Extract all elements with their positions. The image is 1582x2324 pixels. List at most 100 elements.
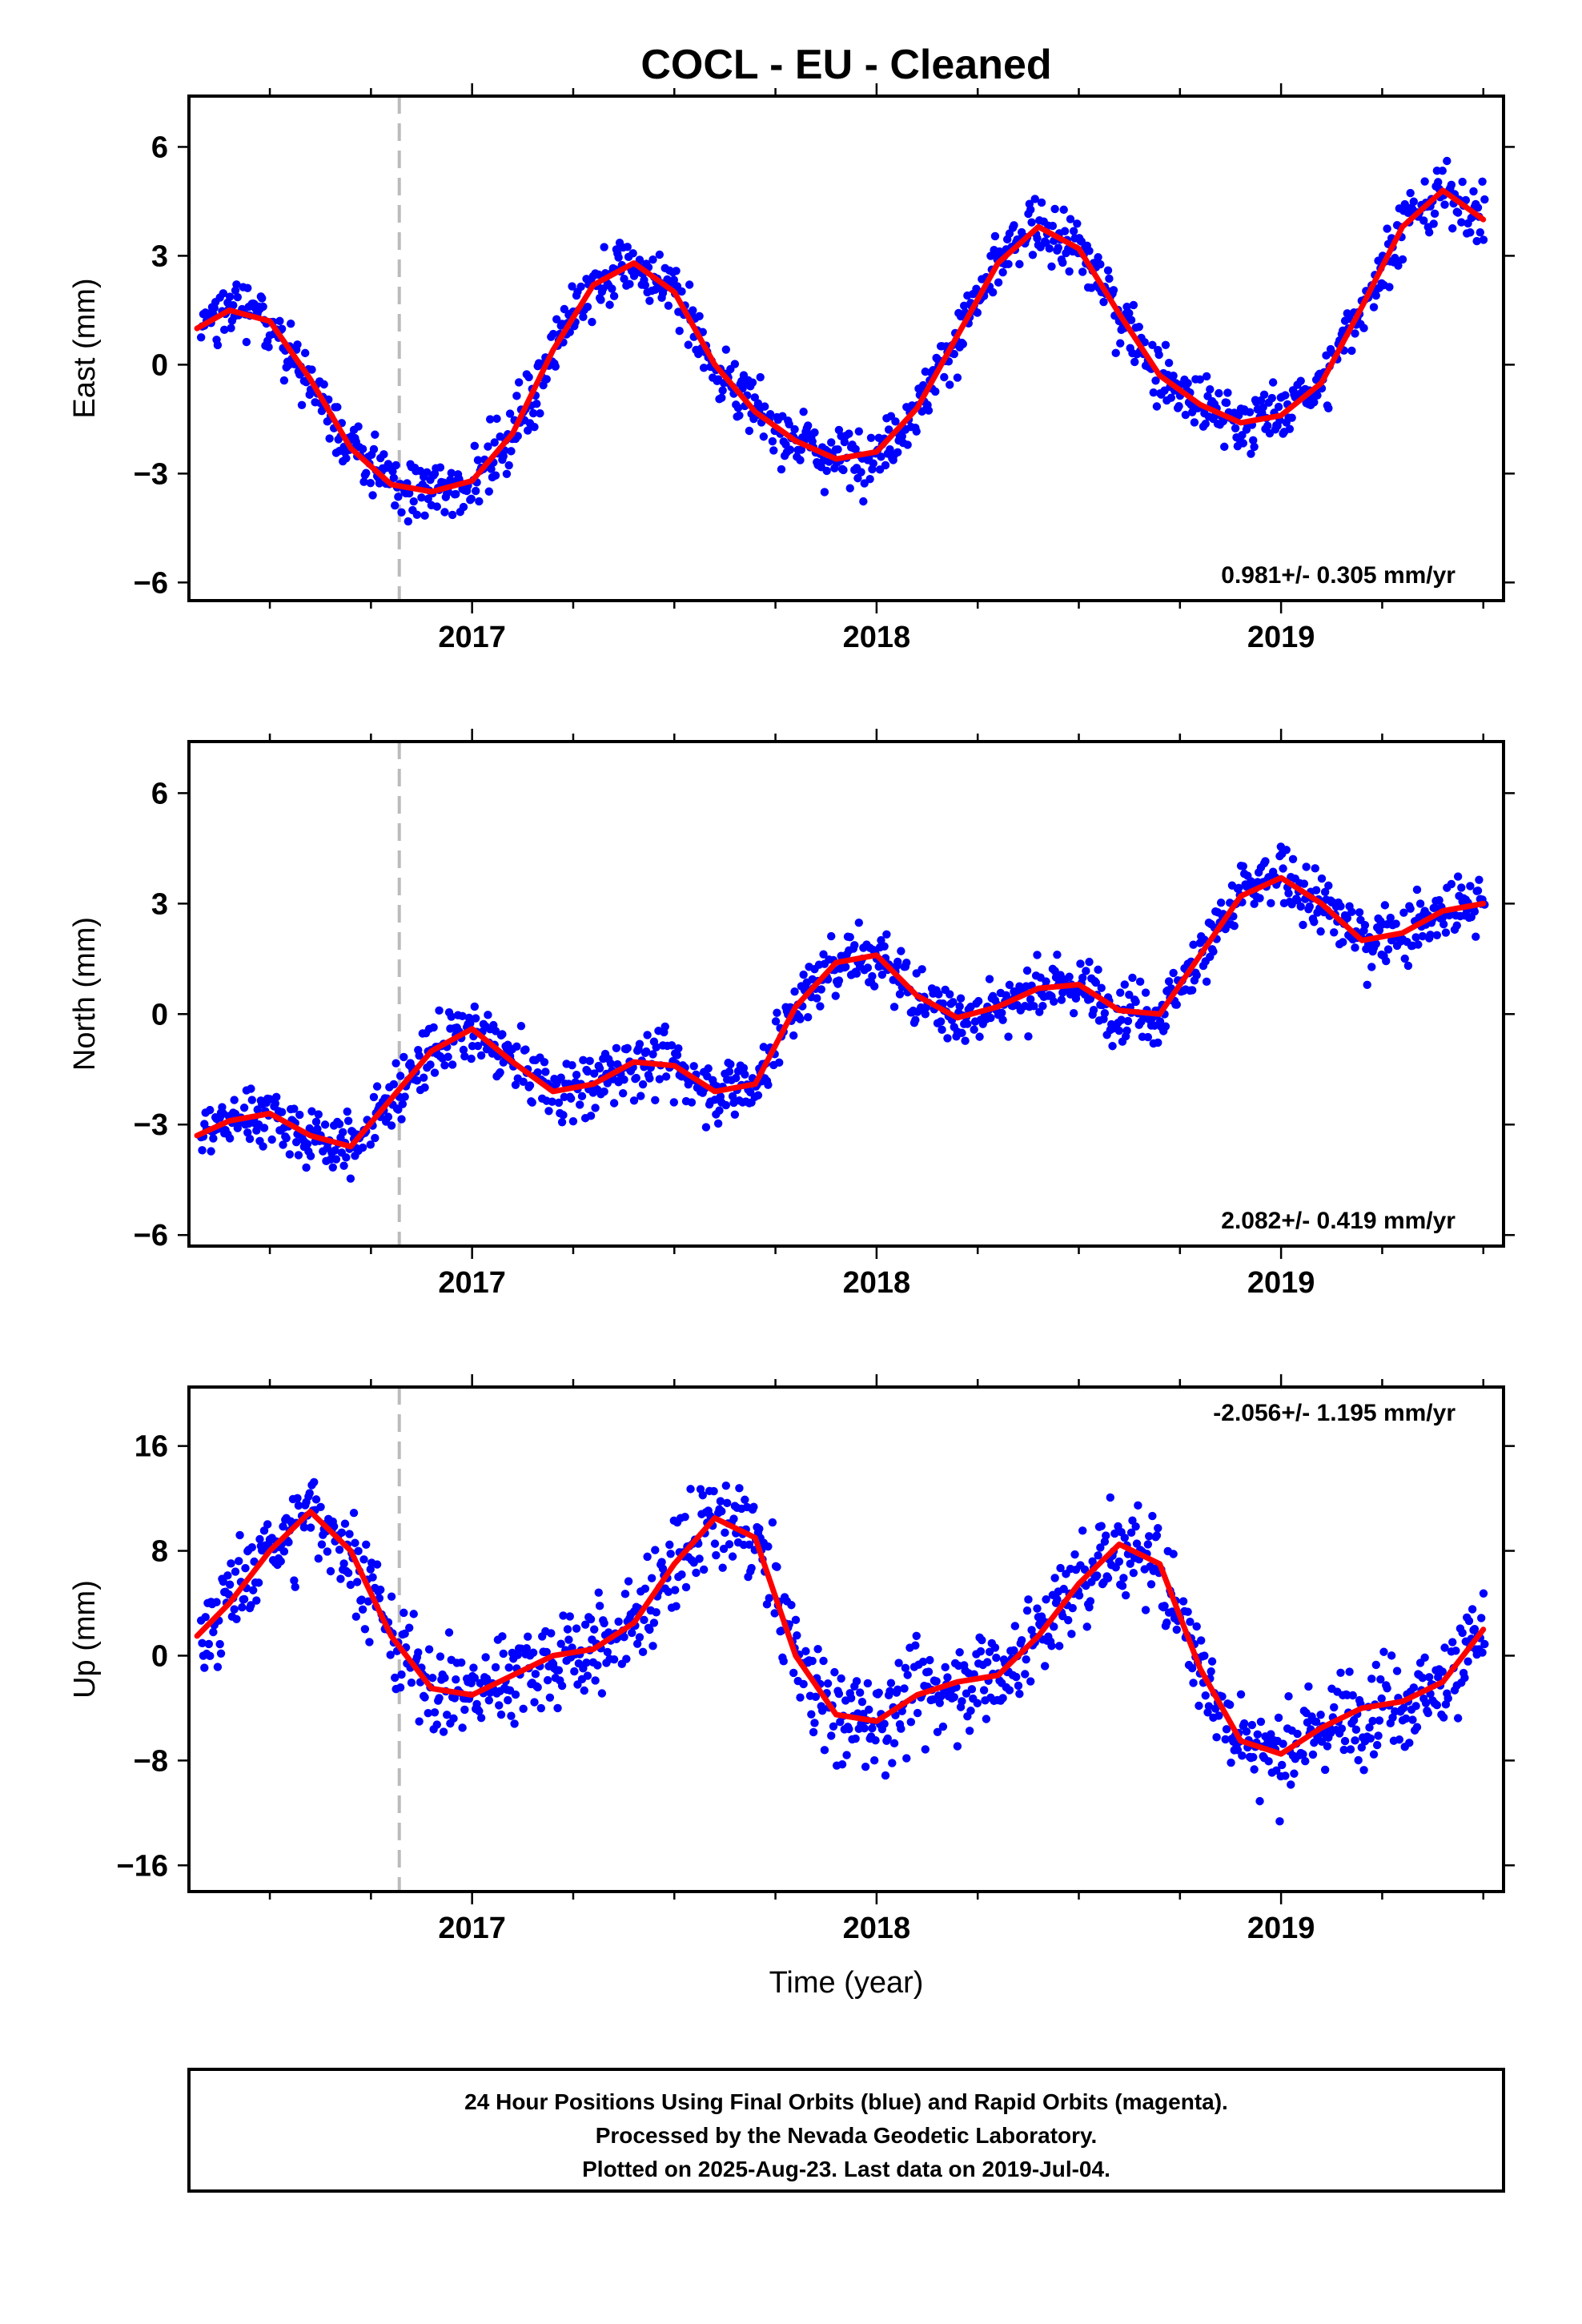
data-point [1249, 1753, 1258, 1762]
data-point [498, 1030, 507, 1039]
data-point [897, 947, 905, 955]
data-point [1022, 1655, 1030, 1664]
data-point [1187, 986, 1197, 995]
data-point [275, 316, 284, 326]
data-point [230, 1605, 239, 1614]
x-tick-label: 2018 [843, 621, 911, 654]
data-point [357, 1595, 366, 1604]
data-point [648, 1642, 657, 1651]
data-point [467, 1054, 476, 1063]
data-point [487, 464, 496, 473]
data-point [775, 1058, 784, 1068]
data-point [1028, 251, 1038, 259]
data-point [1057, 995, 1066, 1004]
data-point [953, 373, 962, 382]
data-point [1094, 253, 1102, 262]
data-point [1347, 907, 1356, 916]
data-point [1412, 885, 1422, 895]
data-point [732, 1073, 741, 1083]
data-point [901, 1663, 910, 1673]
data-point [1132, 1539, 1142, 1548]
data-point [790, 987, 799, 996]
data-point [484, 442, 492, 451]
data-point [1293, 1729, 1302, 1739]
data-point [1359, 1766, 1368, 1775]
data-point [1048, 221, 1058, 231]
data-point [300, 348, 310, 358]
data-point [1340, 1736, 1350, 1746]
data-point [1121, 1590, 1130, 1600]
data-point [655, 1075, 665, 1084]
data-point [247, 1084, 255, 1093]
data-point [1221, 1735, 1230, 1744]
data-point [216, 1649, 226, 1658]
data-point [1235, 883, 1243, 893]
data-point [495, 1701, 504, 1710]
data-point [1458, 177, 1467, 187]
data-point [548, 329, 558, 339]
data-point [1430, 209, 1439, 219]
data-point [1074, 1591, 1084, 1600]
data-point [1304, 1682, 1313, 1691]
data-point [877, 935, 885, 945]
data-point [358, 1143, 367, 1152]
data-point [279, 1522, 287, 1531]
data-point [452, 489, 460, 499]
data-point [507, 1711, 516, 1720]
data-point [931, 387, 940, 396]
data-point [1024, 1595, 1033, 1604]
data-point [505, 409, 515, 418]
data-point [447, 1012, 456, 1021]
data-point [1380, 901, 1390, 910]
data-point [323, 1547, 332, 1556]
data-point [1086, 995, 1095, 1003]
data-point [1470, 1624, 1480, 1634]
data-point [412, 1076, 422, 1085]
data-point [1129, 300, 1138, 310]
data-point [430, 1068, 440, 1077]
data-point [603, 1647, 612, 1657]
data-point [685, 280, 694, 289]
data-point [1015, 1689, 1024, 1699]
data-point [1189, 1679, 1198, 1687]
data-point [796, 456, 805, 464]
velocity-label: -2.056+/- 1.195 mm/yr [1213, 1400, 1456, 1426]
data-point [1299, 1750, 1307, 1759]
data-point [432, 502, 441, 511]
data-point [1119, 1574, 1128, 1582]
data-point [1022, 966, 1032, 975]
data-point [1360, 920, 1370, 930]
data-point [1311, 886, 1321, 895]
data-point [313, 1124, 322, 1133]
data-point [768, 1518, 777, 1527]
data-point [1169, 968, 1178, 978]
data-point [375, 479, 384, 488]
data-point [1148, 1511, 1157, 1521]
data-point [1125, 308, 1134, 318]
data-point [335, 1545, 344, 1554]
data-point [415, 1051, 424, 1060]
data-point [921, 1745, 930, 1754]
data-point [1017, 1635, 1026, 1645]
data-point [1183, 379, 1192, 388]
data-point [721, 1100, 731, 1110]
data-point [885, 1687, 894, 1696]
data-point [279, 376, 289, 385]
x-tick-label: 2019 [1247, 621, 1315, 654]
data-point [1301, 1757, 1310, 1766]
data-point [816, 1002, 825, 1011]
data-point [207, 1147, 215, 1156]
data-point [484, 487, 494, 496]
data-point [499, 1058, 508, 1067]
data-point [528, 1648, 538, 1657]
data-point [1466, 882, 1475, 891]
data-point [329, 1522, 339, 1531]
data-point [1479, 1589, 1488, 1598]
data-point [1164, 359, 1174, 368]
x-tick-label: 2017 [438, 621, 506, 654]
data-point [368, 1573, 377, 1582]
data-point [645, 1625, 654, 1634]
data-point [958, 340, 968, 348]
data-point [238, 1602, 247, 1612]
data-point [239, 1594, 249, 1604]
